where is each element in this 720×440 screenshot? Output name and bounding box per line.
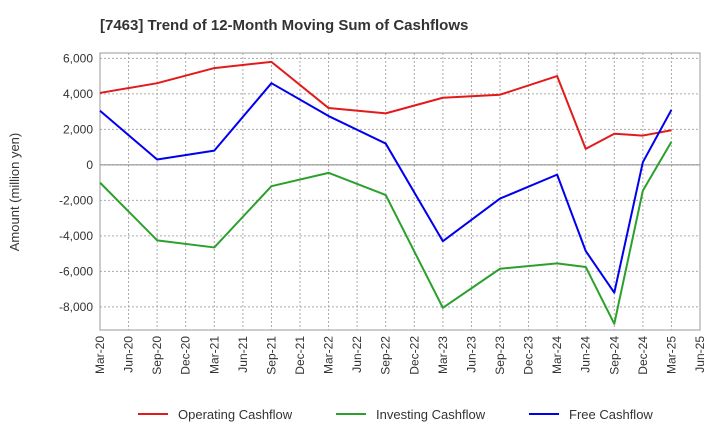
- x-tick-label: Dec-23: [522, 336, 536, 375]
- series-lines: [99, 60, 673, 325]
- chart-title: [7463] Trend of 12-Month Moving Sum of C…: [100, 17, 468, 34]
- grid-lines: [99, 53, 701, 330]
- x-tick-label: Jun-21: [236, 336, 250, 373]
- x-tick-label: Mar-23: [436, 336, 450, 374]
- x-tick-label: Sep-23: [493, 336, 507, 375]
- x-tick-label: Sep-22: [379, 336, 393, 375]
- plot-area-frame: [99, 52, 701, 331]
- x-tick-label: Jun-20: [122, 336, 136, 373]
- x-axis-ticks: Mar-20 Jun-20 Sep-20 Dec-20 Mar-21 Jun-21 Sep-…: [93, 336, 707, 375]
- legend: Operating Cashflow Investing Cashflow Free…: [138, 407, 653, 422]
- x-tick-label: Jun-24: [579, 336, 593, 373]
- y-tick-label: -8,000: [59, 300, 93, 314]
- x-tick-label: Mar-21: [207, 336, 221, 374]
- legend-label-1: Operating Cashflow: [178, 407, 293, 422]
- y-axis-ticks: 6,000 4,000 2,000 0 -2,000 -4,000 -6,000 -8,000: [59, 51, 93, 314]
- x-tick-label: Jun-25: [693, 336, 707, 373]
- y-tick-label: 4,000: [63, 87, 93, 101]
- series-line-2: [99, 141, 673, 325]
- x-tick-label: Jun-22: [350, 336, 364, 373]
- x-tick-label: Jun-23: [464, 336, 478, 373]
- x-tick-label: Dec-24: [636, 336, 650, 375]
- x-tick-label: Sep-24: [607, 336, 621, 375]
- x-tick-label: Sep-20: [150, 336, 164, 375]
- y-axis-label: Amount (million yen): [7, 133, 22, 252]
- series-line-3: [99, 82, 673, 294]
- y-tick-label: 2,000: [63, 122, 93, 136]
- x-tick-label: Dec-21: [293, 336, 307, 375]
- y-tick-label: -4,000: [59, 229, 93, 243]
- x-tick-label: Dec-20: [179, 336, 193, 375]
- legend-label-2: Investing Cashflow: [376, 407, 486, 422]
- y-tick-label: -6,000: [59, 264, 93, 278]
- y-tick-label: 0: [86, 158, 93, 172]
- x-tick-label: Mar-20: [93, 336, 107, 374]
- x-tick-label: Dec-22: [407, 336, 421, 375]
- x-tick-label: Mar-24: [550, 336, 564, 374]
- series-line-1: [99, 60, 672, 150]
- x-tick-label: Sep-21: [264, 336, 278, 375]
- y-tick-label: -2,000: [59, 193, 93, 207]
- y-tick-label: 6,000: [63, 51, 93, 65]
- x-tick-label: Mar-22: [322, 336, 336, 374]
- x-tick-label: Mar-25: [664, 336, 678, 374]
- legend-label-3: Free Cashflow: [569, 407, 653, 422]
